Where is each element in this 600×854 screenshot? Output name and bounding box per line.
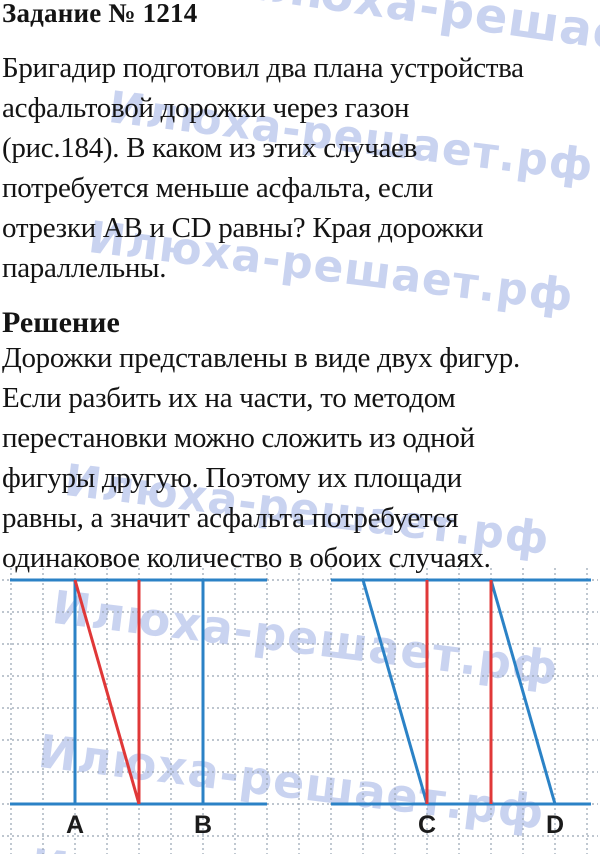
page-title: Задание № 1214 (2, 0, 198, 28)
right-side-to-D (489, 579, 557, 805)
left-cut-diagonal (73, 579, 141, 805)
text-line: Если разбить их на части, то методом (2, 382, 456, 414)
point-label-D: D (546, 811, 564, 839)
point-label-A: A (66, 811, 84, 839)
text-line: (рис.184). В каком из этих случаев (2, 132, 418, 164)
text-line: Дорожки представлены в виде двух фигур. (2, 342, 520, 374)
text-line: потребуется меньше асфальта, если (2, 172, 434, 204)
text-line: параллельны. (2, 252, 167, 284)
text-line: асфальтовой дорожки через газон (2, 92, 410, 124)
problem-text: Бригадир подготовил два плана устройства… (2, 48, 524, 288)
point-label-C: C (418, 811, 436, 839)
figure-184: A B C D (2, 568, 598, 854)
text-line: фигуры другую. Поэтому их площади (2, 462, 462, 494)
text-line: перестановки можно сложить из одной (2, 422, 475, 454)
text-line: Бригадир подготовил два плана устройства (2, 52, 524, 84)
solution-text: Дорожки представлены в виде двух фигур. Е… (2, 338, 520, 578)
right-side-to-C (361, 579, 429, 805)
point-label-B: B (194, 811, 212, 839)
text-line: отрезки AB и CD равны? Края дорожки (2, 212, 484, 244)
solution-heading: Решение (2, 306, 120, 339)
text-line: одинаковое количество в обоих случаях. (2, 542, 491, 574)
text-line: равны, а значит асфальта потребуется (2, 502, 459, 534)
